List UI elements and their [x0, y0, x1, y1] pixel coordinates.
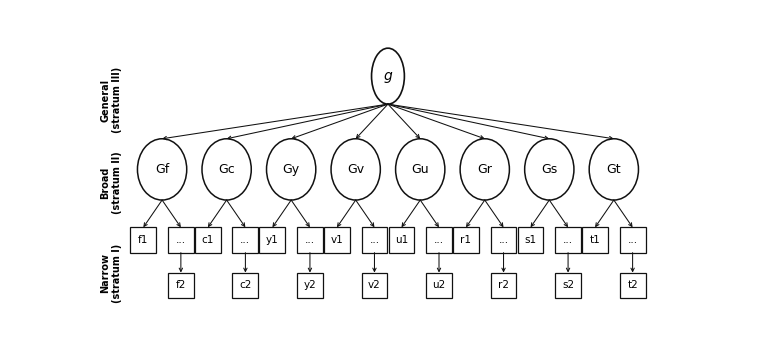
FancyBboxPatch shape [582, 227, 608, 253]
Text: ...: ... [369, 235, 379, 245]
Text: ...: ... [434, 235, 444, 245]
Text: ...: ... [305, 235, 315, 245]
FancyBboxPatch shape [555, 227, 581, 253]
Ellipse shape [266, 139, 316, 200]
Text: t1: t1 [590, 235, 600, 245]
Text: c2: c2 [239, 280, 251, 290]
Text: f1: f1 [138, 235, 148, 245]
Text: Broad
(stratum II): Broad (stratum II) [100, 151, 122, 214]
Text: General
(stratum III): General (stratum III) [100, 67, 122, 133]
Text: r2: r2 [498, 280, 509, 290]
FancyBboxPatch shape [130, 227, 156, 253]
FancyBboxPatch shape [168, 273, 194, 298]
FancyBboxPatch shape [232, 273, 258, 298]
Text: Gv: Gv [347, 163, 364, 176]
FancyBboxPatch shape [491, 227, 516, 253]
Text: u1: u1 [395, 235, 408, 245]
Text: y2: y2 [304, 280, 316, 290]
Text: s2: s2 [562, 280, 574, 290]
FancyBboxPatch shape [362, 227, 388, 253]
FancyBboxPatch shape [297, 273, 322, 298]
Text: c1: c1 [201, 235, 214, 245]
FancyBboxPatch shape [297, 227, 322, 253]
Ellipse shape [589, 139, 638, 200]
FancyBboxPatch shape [426, 227, 452, 253]
FancyBboxPatch shape [232, 227, 258, 253]
Text: r1: r1 [460, 235, 472, 245]
FancyBboxPatch shape [362, 273, 388, 298]
Text: Gu: Gu [411, 163, 429, 176]
Text: Narrow
(stratum I): Narrow (stratum I) [100, 244, 122, 303]
FancyBboxPatch shape [491, 273, 516, 298]
Text: ...: ... [563, 235, 573, 245]
Ellipse shape [331, 139, 380, 200]
Ellipse shape [396, 139, 445, 200]
FancyBboxPatch shape [324, 227, 350, 253]
FancyBboxPatch shape [426, 273, 452, 298]
Ellipse shape [460, 139, 509, 200]
Text: y1: y1 [266, 235, 279, 245]
Text: ...: ... [240, 235, 251, 245]
Text: Gy: Gy [282, 163, 300, 176]
Text: Gc: Gc [218, 163, 235, 176]
FancyBboxPatch shape [620, 273, 646, 298]
Ellipse shape [372, 48, 404, 104]
FancyBboxPatch shape [555, 273, 581, 298]
FancyBboxPatch shape [168, 227, 194, 253]
Ellipse shape [202, 139, 251, 200]
Text: f2: f2 [176, 280, 186, 290]
Text: v1: v1 [331, 235, 343, 245]
FancyBboxPatch shape [453, 227, 479, 253]
FancyBboxPatch shape [620, 227, 646, 253]
Text: v2: v2 [368, 280, 381, 290]
Text: ...: ... [628, 235, 637, 245]
Text: g: g [384, 69, 392, 83]
Text: Gt: Gt [606, 163, 621, 176]
FancyBboxPatch shape [260, 227, 285, 253]
Text: t2: t2 [628, 280, 638, 290]
Text: u2: u2 [432, 280, 446, 290]
Text: ...: ... [498, 235, 509, 245]
Text: Gr: Gr [478, 163, 492, 176]
Text: s1: s1 [525, 235, 537, 245]
Ellipse shape [138, 139, 187, 200]
FancyBboxPatch shape [518, 227, 544, 253]
FancyBboxPatch shape [388, 227, 414, 253]
Text: Gf: Gf [155, 163, 170, 176]
FancyBboxPatch shape [195, 227, 221, 253]
Text: ...: ... [176, 235, 186, 245]
Ellipse shape [525, 139, 574, 200]
Text: Gs: Gs [541, 163, 557, 176]
